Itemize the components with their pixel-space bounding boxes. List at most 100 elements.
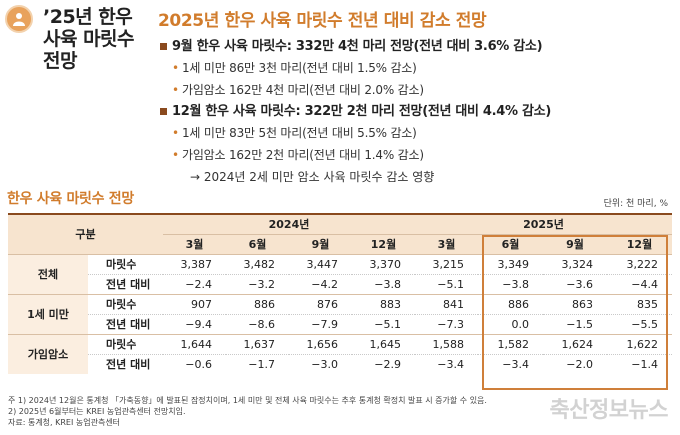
table-row: 가임암소 마릿수 1,644 1,637 1,656 1,645 1,588 1,582 1,6… [8, 334, 672, 374]
bullet-september-sub1: • 1세 미만 86만 3천 마리(전년 대비 1.5% 감소) [160, 57, 675, 79]
table-header-year-2025: 2025년 [415, 213, 672, 235]
table-row: 전년 대비 −9.4 −8.6 −7.9 −5.1 −7.3 0.0 −1.5 −5.5 [8, 314, 672, 335]
table-cell: −3.8 [352, 274, 415, 295]
table-cell: 886 [478, 294, 543, 315]
bullet-square-icon [160, 108, 167, 115]
bullet-december-sub1-text: 1세 미만 83만 5천 마리(전년 대비 5.5% 감소) [182, 126, 417, 140]
table-cell: 1,588 [415, 334, 478, 355]
table-header-gubun: 구분 [8, 213, 163, 255]
krei-emblem-icon [5, 5, 33, 33]
table-row-category: 1세 미만 [8, 294, 88, 335]
table-cell: 3,349 [478, 254, 543, 275]
table-cell: −5.5 [607, 314, 672, 335]
table-header-month: 3월 [415, 234, 478, 255]
table-cell: −7.9 [289, 314, 352, 335]
bullet-september-text: 9월 한우 사육 마릿수: 332만 4천 마리 전망(전년 대비 3.6% 감… [172, 39, 543, 54]
table-header-month: 6월 [478, 234, 543, 255]
side-title-line3: 전망 [43, 50, 77, 72]
table-cell: −3.2 [226, 274, 289, 295]
table-cell: −4.4 [607, 274, 672, 295]
table-cell: −3.4 [478, 354, 543, 374]
table-cell: −8.6 [226, 314, 289, 335]
table-cell: 1,644 [163, 334, 226, 355]
table-cell: 1,582 [478, 334, 543, 355]
footnote-source: 자료: 통계청, KREI 농업관측센터 [8, 418, 121, 427]
table-row-metric-label: 전년 대비 [88, 314, 163, 335]
table-cell: 863 [543, 294, 607, 315]
table-cell: 907 [163, 294, 226, 315]
bullet-september-sub2-text: 가임암소 162만 4천 마리(전년 대비 2.0% 감소) [182, 83, 424, 97]
bullet-december: 12월 한우 사육 마릿수: 322만 2천 마리 전망(전년 대비 4.4% … [160, 101, 675, 122]
table-row: 전년 대비 −0.6 −1.7 −3.0 −2.9 −3.4 −3.4 −2.0 −1.4 [8, 354, 672, 374]
table-cell: −9.4 [163, 314, 226, 335]
table-row-metric-label: 전년 대비 [88, 274, 163, 295]
table-cell: 1,656 [289, 334, 352, 355]
table-cell: 876 [289, 294, 352, 315]
table-cell: 3,447 [289, 254, 352, 275]
table-cell: 0.0 [478, 314, 543, 335]
table-row-metric-label: 전년 대비 [88, 354, 163, 374]
bullet-dot-icon: • [172, 61, 179, 75]
side-title-line1: ’25년 한우 [43, 6, 133, 28]
unit-label: 단위: 천 마리, % [603, 199, 668, 209]
table-cell: 1,624 [543, 334, 607, 355]
summary-bullets: 9월 한우 사육 마릿수: 332만 4천 마리 전망(전년 대비 3.6% 감… [160, 36, 675, 188]
table-cell: 835 [607, 294, 672, 315]
bullet-square-icon [160, 43, 167, 50]
bullet-december-sub1: • 1세 미만 83만 5천 마리(전년 대비 5.5% 감소) [160, 122, 675, 144]
bullet-september: 9월 한우 사육 마릿수: 332만 4천 마리 전망(전년 대비 3.6% 감… [160, 36, 675, 57]
bullet-december-sub2: • 가임암소 162만 2천 마리(전년 대비 1.4% 감소) [160, 144, 675, 166]
table-cell: −1.4 [607, 354, 672, 374]
bullet-december-cause: → 2024년 2세 미만 암소 사육 마릿수 감소 영향 [190, 170, 435, 184]
table-cell: −3.8 [478, 274, 543, 295]
section-title: 한우 사육 마릿수 전망 [7, 191, 134, 207]
table-cell: 886 [226, 294, 289, 315]
watermark: 축산정보뉴스 [549, 398, 669, 423]
table-row-category: 전체 [8, 254, 88, 295]
table-header-month: 9월 [543, 234, 607, 255]
table-row-category: 가임암소 [8, 334, 88, 374]
table-cell: 3,222 [607, 254, 672, 275]
table-header-months: 3월 6월 9월 12월 3월 6월 9월 12월 [8, 234, 672, 255]
table-header-year-2024: 2024년 [163, 213, 415, 235]
bullet-december-sub2-text: 가임암소 162만 2천 마리(전년 대비 1.4% 감소) [182, 148, 424, 162]
table-cell: 3,215 [415, 254, 478, 275]
table-header-years: 구분 2024년 2025년 [8, 213, 672, 255]
table-row-metric-label: 마릿수 [88, 294, 163, 315]
bullet-dot-icon: • [172, 148, 179, 162]
table-cell: −3.4 [415, 354, 478, 374]
bullet-dot-icon: • [172, 126, 179, 140]
table-header-month: 6월 [226, 234, 289, 255]
table-cell: −2.4 [163, 274, 226, 295]
table-cell: −5.1 [415, 274, 478, 295]
table-row-metric-label: 마릿수 [88, 254, 163, 275]
table-cell: −2.9 [352, 354, 415, 374]
table-cell: 841 [415, 294, 478, 315]
table-cell: −3.6 [543, 274, 607, 295]
table-header-month: 12월 [352, 234, 415, 255]
table-row: 전년 대비 −2.4 −3.2 −4.2 −3.8 −5.1 −3.8 −3.6 −4.4 [8, 274, 672, 295]
table-row-metric-label: 마릿수 [88, 334, 163, 355]
bullet-september-sub1-text: 1세 미만 86만 3천 마리(전년 대비 1.5% 감소) [182, 61, 417, 75]
footnotes: 주 1) 2024년 12월은 통계청 「가축동향」에 발표된 잠정치이며, 1… [8, 395, 487, 428]
footnote-2: 2) 2025년 6월부터는 KREI 농업관측센터 전망치임. [8, 407, 186, 416]
forecast-table: 구분 2024년 2025년 3월 6월 9월 12월 3월 6월 9월 12월 전체 마릿수 3… [8, 213, 672, 374]
table-cell: 3,370 [352, 254, 415, 275]
table-header-month: 9월 [289, 234, 352, 255]
bullet-dot-icon: • [172, 83, 179, 97]
table-cell: −1.5 [543, 314, 607, 335]
bullet-december-text: 12월 한우 사육 마릿수: 322만 2천 마리 전망(전년 대비 4.4% … [172, 104, 551, 119]
table-row: 전체 마릿수 3,387 3,482 3,447 3,370 3,215 3,349 3,324… [8, 254, 672, 295]
side-title-line2: 사육 마릿수 [43, 28, 135, 50]
table-cell: −0.6 [163, 354, 226, 374]
table-cell: 3,324 [543, 254, 607, 275]
table-cell: −5.1 [352, 314, 415, 335]
table-cell: 1,645 [352, 334, 415, 355]
table-cell: 3,387 [163, 254, 226, 275]
table-cell: −2.0 [543, 354, 607, 374]
table-cell: −1.7 [226, 354, 289, 374]
footnote-1: 주 1) 2024년 12월은 통계청 「가축동향」에 발표된 잠정치이며, 1… [8, 396, 487, 405]
table-cell: 3,482 [226, 254, 289, 275]
table-cell: −7.3 [415, 314, 478, 335]
table-cell: −3.0 [289, 354, 352, 374]
